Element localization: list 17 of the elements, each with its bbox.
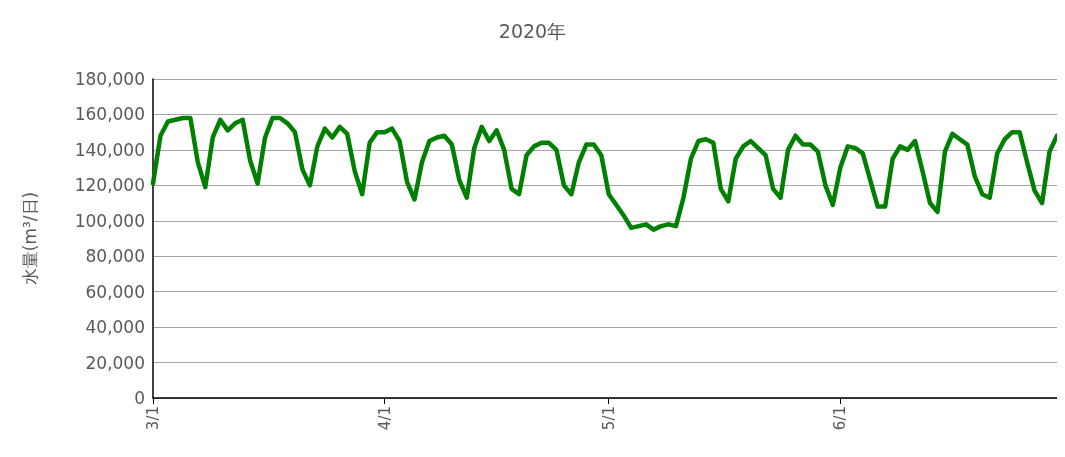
y-tick-label: 60,000 <box>85 281 145 302</box>
line-series <box>150 115 1057 232</box>
y-tick-label: 100,000 <box>74 210 145 231</box>
y-tick-label: 120,000 <box>74 175 145 196</box>
y-tick-label: 140,000 <box>74 139 145 160</box>
y-tick-label: 80,000 <box>85 246 145 267</box>
y-axis-title: 水量(m³/日) <box>19 191 40 286</box>
x-tick-label: 5/1 <box>599 406 618 431</box>
y-tick-label: 180,000 <box>74 69 145 89</box>
x-tick-label: 3/1 <box>144 406 162 431</box>
y-tick-label: 20,000 <box>85 352 145 373</box>
x-tick-label: 6/1 <box>831 406 850 431</box>
y-tick-label: 160,000 <box>74 104 145 125</box>
x-tick-label: 4/1 <box>375 406 394 431</box>
y-tick-label: 0 <box>134 388 145 408</box>
y-tick-label: 40,000 <box>85 317 145 338</box>
chart-title: 2020年 <box>498 19 567 42</box>
